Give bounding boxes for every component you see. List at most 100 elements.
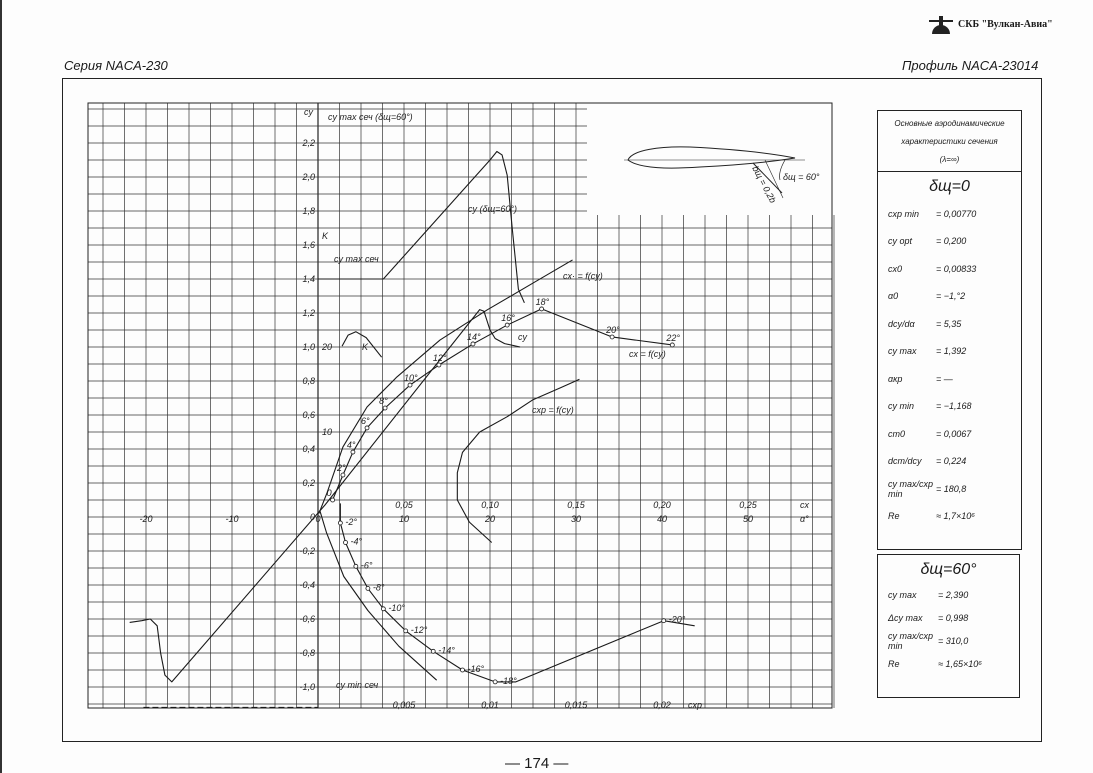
characteristic-value: = 310,0 bbox=[938, 635, 969, 646]
angle-label: 10° bbox=[404, 373, 418, 383]
data-point bbox=[350, 449, 356, 455]
cy-tick-label: 0,6 bbox=[302, 410, 315, 420]
angle-label: 6° bbox=[361, 416, 370, 426]
chart-annotations: cy K cx α° cxp cy max сеч (δщ=60°) cy ma… bbox=[304, 107, 810, 710]
K-tick-label: 10 bbox=[322, 427, 332, 437]
cy-axis-title: cy bbox=[304, 107, 314, 117]
characteristics-panel-flap-60: δщ=60° cy max = 2,390 Δcy max = 0,998 cy max… bbox=[877, 554, 1020, 698]
cxp-tick-label: 0,01 bbox=[481, 700, 499, 710]
figure-frame bbox=[62, 78, 1042, 742]
cxp-tick-label: 0,005 bbox=[393, 700, 417, 710]
publisher-name: СКБ "Вулкан-Авиа" bbox=[958, 18, 1053, 30]
characteristic-value: = 2,390 bbox=[938, 589, 969, 600]
angle-label: -20° bbox=[669, 615, 686, 625]
characteristic-row: Δcy max = 0,998 bbox=[878, 606, 1019, 629]
cy-min-sec-label: cy min сеч bbox=[336, 680, 379, 690]
cx-tick-label: 0,25 bbox=[739, 500, 758, 510]
characteristic-label: cy opt bbox=[888, 236, 913, 247]
angle-label: -10° bbox=[388, 603, 405, 613]
series-title: Серия NACA-230 bbox=[64, 58, 168, 73]
angle-label: 2° bbox=[336, 463, 346, 473]
tick-labels: 2,22,01,81,61,41,21,00,80,60,40,20-0,2-0… bbox=[139, 138, 757, 710]
series-line-7 bbox=[319, 510, 438, 681]
characteristic-row: cy max = 2,390 bbox=[878, 583, 1019, 606]
panel-heading: Основные аэродинамические характеристики… bbox=[878, 111, 1021, 172]
section-title: δщ=60° bbox=[920, 561, 977, 578]
characteristic-row: cy min = −1,168 bbox=[878, 393, 1021, 421]
angle-label: -8° bbox=[373, 582, 385, 592]
cy-tick-label: 1,4 bbox=[302, 274, 315, 284]
cy-tick-label: 1,8 bbox=[302, 206, 315, 216]
flap-line bbox=[752, 162, 783, 194]
data-point bbox=[661, 618, 667, 624]
series-line-1 bbox=[318, 150, 525, 304]
data-point bbox=[340, 472, 346, 478]
angle-label: 8° bbox=[379, 396, 388, 406]
cx-curve-label: cx = f(cy) bbox=[629, 349, 666, 359]
characteristic-label: cxp min bbox=[888, 208, 920, 219]
angle-label: -12° bbox=[411, 625, 428, 635]
cx-tick-label: 0,20 bbox=[653, 500, 671, 510]
characteristic-value: = 0,200 bbox=[936, 236, 967, 247]
characteristic-value: = — bbox=[936, 373, 953, 384]
characteristic-row: cx0 = 0,00833 bbox=[878, 255, 1021, 283]
series-line-2 bbox=[341, 331, 383, 358]
data-point bbox=[343, 540, 348, 545]
data-point bbox=[492, 679, 498, 685]
characteristic-label: cm0 bbox=[888, 428, 906, 439]
angle-label: -14° bbox=[438, 645, 455, 655]
K-axis-title: K bbox=[322, 231, 329, 241]
flap-chord-dim bbox=[764, 159, 784, 199]
characteristic-label: cy max bbox=[888, 589, 917, 600]
series-line-4 bbox=[318, 259, 573, 514]
characteristic-value: = 0,0067 bbox=[936, 428, 972, 439]
angle-label: -18° bbox=[500, 676, 517, 686]
data-point bbox=[337, 520, 343, 526]
characteristic-label: Δcy max bbox=[888, 612, 923, 623]
characteristic-row: Re ≈ 1,7×10⁶ bbox=[878, 503, 1021, 531]
panel-heading-line: характеристики сечения bbox=[901, 137, 998, 146]
characteristic-value: = 180,8 bbox=[936, 483, 967, 494]
data-point bbox=[364, 425, 370, 431]
data-point bbox=[609, 334, 615, 340]
profile-title: Профиль NACA-23014 bbox=[902, 58, 1039, 73]
cy-tick-label: 1,0 bbox=[302, 342, 315, 352]
angle-label: 16° bbox=[501, 313, 515, 323]
cx-tick-label: 0,05 bbox=[395, 500, 414, 510]
cx-tick-label: 0,15 bbox=[567, 500, 586, 510]
cy-tick-label: 0,2 bbox=[302, 478, 315, 488]
characteristic-value: = 0,998 bbox=[938, 612, 969, 623]
characteristic-row: cy max = 1,392 bbox=[878, 338, 1021, 366]
alpha-tick-label: -10 bbox=[225, 514, 238, 524]
alpha-axis-title: α° bbox=[800, 514, 809, 524]
characteristics-panel-flap-0: Основные аэродинамические характеристики… bbox=[877, 110, 1022, 550]
characteristic-row: αкр = — bbox=[878, 365, 1021, 393]
cx-flap-curve-label: cx· = f(cy) bbox=[563, 271, 603, 281]
cy-tick-label: 1,2 bbox=[302, 308, 315, 318]
characteristic-value: = −1,°2 bbox=[936, 291, 966, 302]
alpha-tick-label: 40 bbox=[657, 514, 667, 524]
plot-border bbox=[87, 102, 833, 709]
data-point bbox=[365, 586, 371, 591]
page-number: — 174 — bbox=[505, 755, 569, 772]
data-point bbox=[669, 342, 675, 348]
airfoil-shape bbox=[627, 146, 796, 169]
data-point bbox=[330, 497, 336, 503]
series-line-6 bbox=[339, 503, 695, 683]
cy-tick-label: 2,2 bbox=[301, 138, 315, 148]
cxp-axis-title: cxp bbox=[688, 700, 702, 710]
characteristic-label: cy max/cxp min bbox=[888, 478, 934, 499]
characteristic-value: = 5,35 bbox=[936, 318, 962, 329]
angle-label: 18° bbox=[536, 297, 550, 307]
characteristic-row: dcm/dcy = 0,224 bbox=[878, 448, 1021, 476]
page-edge bbox=[0, 0, 2, 773]
characteristic-value: = 1,392 bbox=[936, 346, 967, 357]
panel-heading-line: (λ=∞) bbox=[939, 155, 960, 164]
cy-tick-label: 1,6 bbox=[302, 240, 315, 250]
airfoil-inset: δщ = 60° bщ = 0,2b bbox=[624, 146, 820, 205]
characteristic-label: cy max bbox=[888, 346, 917, 357]
cy-tick-label: -1,0 bbox=[299, 682, 315, 692]
characteristic-label: α0 bbox=[888, 291, 899, 302]
cy-tick-label: 0,4 bbox=[302, 444, 315, 454]
